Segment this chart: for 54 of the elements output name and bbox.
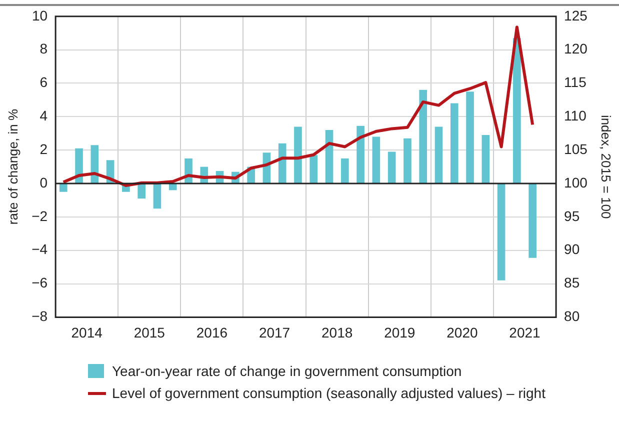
y-tick-label: −8: [32, 308, 48, 324]
y2-tick-label: 120: [564, 40, 588, 57]
legend-label: Level of government consumption (seasonally adjusted values) – right: [112, 385, 546, 401]
x-tick-label: 2021: [509, 324, 541, 340]
bar: [310, 155, 318, 184]
y-tick-label: −6: [32, 274, 48, 291]
bar: [434, 126, 443, 184]
y2-tick-label: 80: [564, 308, 580, 324]
x-tick-label: 2019: [384, 324, 416, 340]
bar: [497, 184, 506, 280]
y-tick-label: 4: [40, 108, 48, 124]
bar: [450, 103, 458, 184]
bar: [513, 38, 521, 184]
bar: [372, 136, 380, 184]
bar: [356, 126, 364, 184]
bar: [138, 184, 146, 199]
bar: [294, 126, 302, 184]
bar: [388, 152, 396, 184]
x-tick-label: 2014: [71, 324, 103, 340]
y2-axis-title: index, 2015 = 100: [598, 114, 614, 219]
y-tick-label: −4: [32, 241, 48, 258]
x-tick-label: 2020: [446, 324, 478, 340]
y2-tick-label: 125: [564, 7, 588, 24]
legend-label: Year-on-year rate of change in government consumption: [112, 363, 462, 379]
y2-tick-label: 90: [564, 241, 580, 258]
x-tick-label: 2016: [196, 324, 228, 340]
y2-tick-label: 110: [564, 108, 587, 124]
y2-tick-label: 105: [564, 140, 588, 157]
y2-tick-label: 115: [564, 74, 587, 90]
y-tick-label: 10: [32, 7, 48, 24]
x-tick-label: 2015: [134, 324, 166, 340]
bar: [482, 135, 490, 184]
y2-tick-label: 95: [564, 208, 580, 224]
y-tick-label: −2: [32, 208, 48, 224]
y-tick-label: 8: [40, 40, 48, 57]
y-tick-label: 6: [40, 74, 48, 90]
y-axis-title: rate of change, in %: [5, 108, 20, 225]
y2-tick-label: 85: [564, 274, 580, 291]
bar: [153, 184, 162, 209]
bar: [528, 184, 536, 258]
bar: [325, 130, 334, 184]
bar: [59, 184, 68, 192]
bar: [404, 138, 412, 184]
x-tick-label: 2017: [258, 324, 290, 340]
bar: [466, 92, 474, 184]
bar: [168, 184, 177, 190]
y-tick-label: 2: [40, 140, 48, 157]
bar: [75, 148, 83, 184]
y-tick-label: 0: [40, 174, 48, 190]
x-tick-label: 2018: [322, 324, 353, 340]
y2-tick-label: 100: [564, 174, 588, 190]
bar: [278, 143, 286, 184]
bar: [340, 158, 349, 184]
bar: [419, 90, 428, 184]
